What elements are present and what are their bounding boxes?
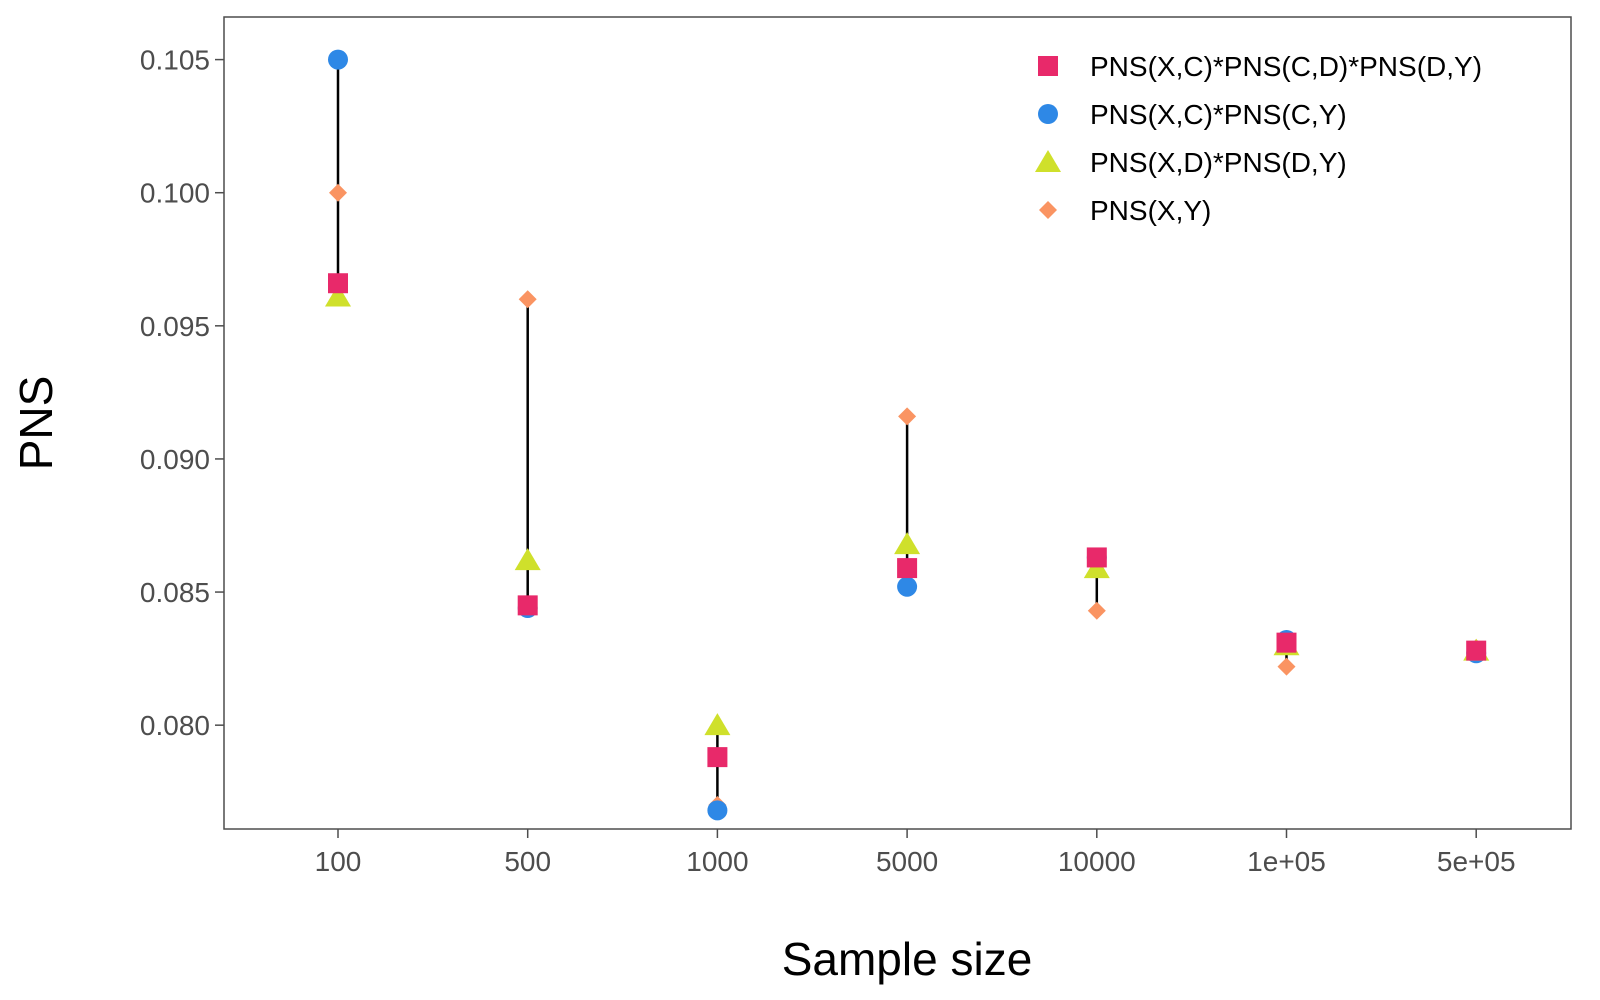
y-tick-label: 0.095 xyxy=(140,311,210,342)
point-triangle xyxy=(325,284,351,307)
point-triangle xyxy=(514,548,541,571)
point-diamond xyxy=(329,183,347,202)
point-diamond xyxy=(1277,657,1296,676)
point-square xyxy=(897,558,918,579)
point-square xyxy=(1086,547,1107,568)
x-tick-label: 5000 xyxy=(876,846,938,877)
point-square xyxy=(707,747,728,768)
x-tick-label: 1000 xyxy=(686,846,748,877)
x-axis-title: Sample size xyxy=(782,933,1033,985)
data-points xyxy=(325,49,1490,821)
y-tick-label: 0.100 xyxy=(140,178,210,209)
point-diamond xyxy=(898,407,917,426)
y-tick-label: 0.105 xyxy=(140,45,210,76)
x-tick-label: 5e+05 xyxy=(1437,846,1516,877)
point-square xyxy=(328,273,348,294)
legend-key-square xyxy=(1038,56,1058,76)
point-square xyxy=(517,595,538,616)
x-tick-label: 1e+05 xyxy=(1247,846,1326,877)
y-tick-label: 0.090 xyxy=(140,444,210,475)
x-axis: 100 500 1000 5000 10000 1e+05 5e+05 xyxy=(315,829,1516,877)
legend-label: PNS(X,C)*PNS(C,D)*PNS(D,Y) xyxy=(1090,51,1482,82)
point-square xyxy=(1276,632,1297,653)
legend-label: PNS(X,C)*PNS(C,Y) xyxy=(1090,99,1347,130)
y-axis-title: PNS xyxy=(10,376,62,471)
plot-panel xyxy=(223,16,1572,830)
point-triangle xyxy=(894,532,921,555)
point-diamond xyxy=(1087,601,1106,620)
point-square xyxy=(1466,640,1487,661)
legend-label: PNS(X,D)*PNS(D,Y) xyxy=(1090,147,1347,178)
y-tick-label: 0.080 xyxy=(140,710,210,741)
x-tick-label: 10000 xyxy=(1058,846,1136,877)
legend-key-circle xyxy=(1038,104,1058,124)
point-circle xyxy=(328,49,348,70)
point-circle xyxy=(897,576,918,597)
legend-label: PNS(X,Y) xyxy=(1090,195,1211,226)
x-tick-label: 100 xyxy=(315,846,362,877)
point-diamond xyxy=(518,290,537,309)
legend-key-triangle xyxy=(1035,150,1061,172)
y-tick-label: 0.085 xyxy=(140,577,210,608)
legend: PNS(X,C)*PNS(C,D)*PNS(D,Y) PNS(X,C)*PNS(C… xyxy=(1035,51,1482,226)
x-tick-label: 500 xyxy=(504,846,551,877)
point-triangle xyxy=(704,713,731,736)
point-circle xyxy=(707,800,728,821)
legend-key-diamond xyxy=(1039,201,1057,219)
y-axis: 0.080 0.085 0.090 0.095 0.100 0.105 xyxy=(140,45,224,741)
